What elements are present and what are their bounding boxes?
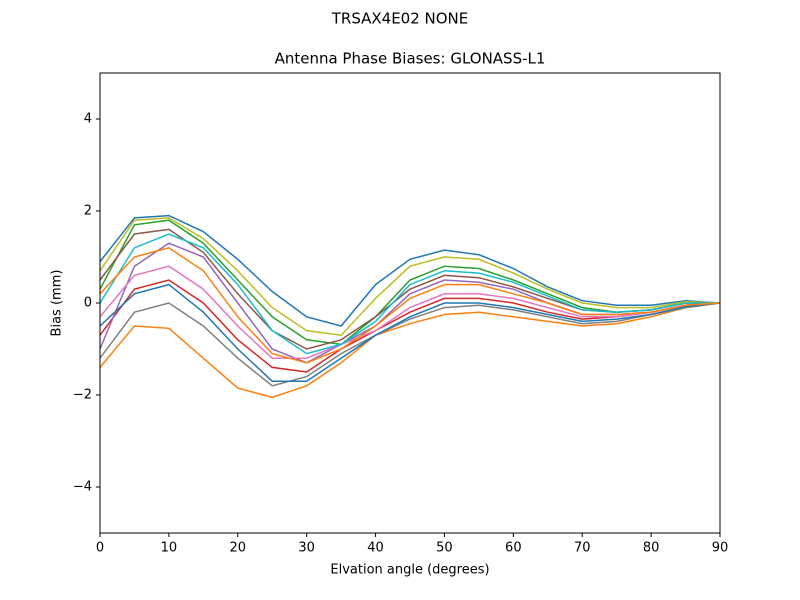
y-tick-label: −2	[73, 388, 92, 403]
y-tick-label: −4	[73, 480, 92, 495]
x-tick-label: 60	[505, 541, 522, 556]
y-tick-label: 4	[84, 112, 92, 127]
x-tick-label: 30	[298, 541, 315, 556]
x-tick-label: 20	[230, 541, 247, 556]
x-tick-label: 90	[712, 541, 729, 556]
y-tick-label: 0	[84, 296, 92, 311]
data-line	[99, 246, 721, 364]
x-tick-label: 70	[574, 541, 591, 556]
y-axis-label: Bias (mm)	[50, 270, 65, 337]
data-line	[99, 214, 721, 327]
data-line	[99, 302, 721, 399]
data-line	[99, 265, 721, 359]
suptitle: TRSAX4E02 NONE	[331, 10, 469, 28]
data-line	[99, 228, 720, 350]
data-line	[99, 217, 721, 336]
x-axis-label: Elvation angle (degrees)	[330, 563, 489, 578]
y-tick-label: 2	[84, 204, 92, 219]
data-line	[99, 283, 721, 382]
data-line	[99, 302, 721, 387]
x-tick-label: 40	[367, 541, 384, 556]
data-line	[99, 233, 720, 355]
x-tick-label: 80	[643, 541, 660, 556]
x-tick-label: 0	[96, 541, 104, 556]
x-tick-label: 50	[436, 541, 453, 556]
chart-title: Antenna Phase Biases: GLONASS-L1	[275, 50, 546, 68]
x-tick-label: 10	[161, 541, 178, 556]
